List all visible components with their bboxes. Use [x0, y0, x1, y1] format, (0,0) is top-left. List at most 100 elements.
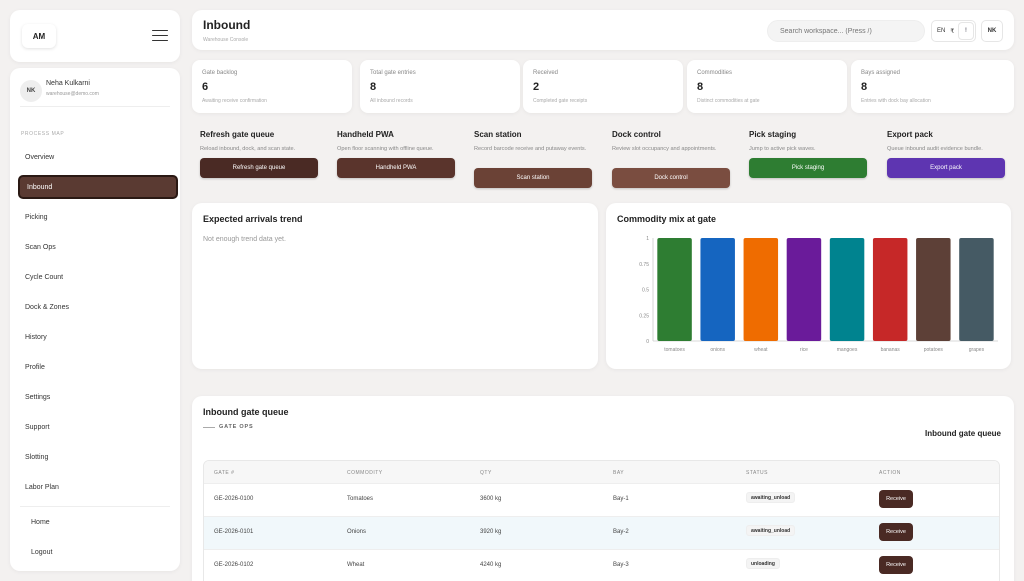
sidebar-item-scan-ops[interactable]: Scan Ops: [25, 243, 56, 251]
gate-id: GE-2026-0102: [214, 562, 254, 568]
quick-action: Scan station Record barcode receive and p…: [474, 130, 594, 163]
stat-label: Gate backlog: [202, 70, 238, 76]
action-title: Export pack: [887, 130, 933, 139]
gate-id: GE-2026-0101: [214, 529, 254, 535]
receive-button[interactable]: Receive: [879, 523, 913, 541]
user-profile[interactable]: NK Neha Kulkarni warehouse@demo.com: [20, 76, 170, 110]
column-header[interactable]: ACTION: [879, 470, 901, 476]
stat-card: Received 2 Completed gate receipts: [523, 60, 683, 113]
bar-onions[interactable]: [700, 238, 735, 341]
action-title: Dock control: [612, 130, 661, 139]
column-header[interactable]: GATE #: [214, 470, 235, 476]
sidebar-divider: [20, 106, 170, 107]
language-currency-select[interactable]: EN ₹: [931, 20, 976, 42]
sidebar-item-dock-zones[interactable]: Dock & Zones: [25, 303, 69, 311]
stat-label: Received: [533, 70, 559, 76]
stat-label: Bays assigned: [861, 70, 901, 76]
stat-description: Distinct commodities at gate: [697, 98, 760, 104]
stat-value: 8: [697, 81, 704, 93]
pick-staging-button[interactable]: Pick staging: [749, 158, 867, 178]
y-tick-label: 0: [646, 339, 649, 345]
x-tick-label: onions: [710, 347, 725, 353]
queue-subtitle-text: GATE OPS: [219, 424, 254, 430]
language-label: EN: [937, 28, 946, 34]
inbound-queue-panel: Inbound gate queue GATE OPS Inbound gate…: [192, 396, 1014, 581]
trend-empty-message: Not enough trend data yet.: [203, 236, 286, 243]
status-badge: unloading: [746, 558, 780, 569]
stat-value: 8: [370, 81, 377, 93]
y-tick-label: 1: [646, 236, 649, 242]
table-header: GATE # COMMODITY QTY BAY STATUS ACTION: [204, 461, 999, 484]
bar-grapes[interactable]: [959, 238, 994, 341]
scan-station-button[interactable]: Scan station: [474, 168, 592, 188]
action-title: Pick staging: [749, 130, 797, 139]
stat-card: Total gate entries 8 All inbound records: [360, 60, 520, 113]
stat-card: Bays assigned 8 Entries with dock bay allo…: [851, 60, 1014, 113]
x-tick-label: wheat: [754, 347, 768, 353]
refresh-gate-queue-button[interactable]: Refresh gate queue: [200, 158, 318, 178]
action-title: Handheld PWA: [337, 130, 394, 139]
quick-action: Handheld PWA Open floor scanning with off…: [337, 130, 457, 163]
bar-potatoes[interactable]: [916, 238, 951, 341]
column-header[interactable]: STATUS: [746, 470, 768, 476]
commodity-bar-chart: 0 0.25 0.5 0.75 1 tomatoes onions wheat rice mang…: [639, 236, 998, 353]
stat-description: Awaiting receive confirmation: [202, 98, 267, 104]
sidebar-item-history[interactable]: History: [25, 333, 47, 341]
bar-rice[interactable]: [786, 238, 822, 341]
bay: Bay-3: [613, 562, 629, 568]
sidebar-item-profile[interactable]: Profile: [25, 363, 45, 371]
menu-toggle-icon[interactable]: [152, 30, 168, 41]
sidebar-item-picking[interactable]: Picking: [25, 213, 48, 221]
bar-wheat[interactable]: [743, 238, 779, 341]
sidebar-item-home[interactable]: Home: [31, 518, 50, 526]
status-badge: awaiting_unload: [746, 525, 796, 536]
action-description: Record barcode receive and putaway event…: [474, 146, 587, 152]
action-description: Jump to active pick waves.: [749, 146, 816, 152]
x-tick-label: tomatoes: [664, 347, 685, 353]
quick-action: Export pack Queue inbound audit evidence …: [887, 130, 1007, 163]
receive-button[interactable]: Receive: [879, 556, 913, 574]
column-header[interactable]: QTY: [480, 470, 492, 476]
arrivals-trend-panel: Expected arrivals trend Not enough trend…: [192, 203, 598, 369]
bay: Bay-1: [613, 496, 629, 502]
currency-icon: ₹: [950, 28, 955, 35]
action-description: Reload inbound, dock, and scan state.: [200, 146, 296, 152]
bar-tomatoes[interactable]: [657, 238, 692, 341]
sidebar-item-labor-plan[interactable]: Labor Plan: [25, 483, 59, 491]
action-description: Open floor scanning with offline queue.: [337, 146, 434, 152]
handheld-pwa-button[interactable]: Handheld PWA: [337, 158, 455, 178]
sidebar-item-inbound[interactable]: Inbound: [18, 175, 178, 199]
status-badge: awaiting_unload: [746, 492, 796, 503]
user-name: Neha Kulkarni: [46, 80, 90, 87]
queue-table: GATE # COMMODITY QTY BAY STATUS ACTION GE-202…: [203, 460, 1000, 581]
sidebar-item-support[interactable]: Support: [25, 423, 50, 431]
x-tick-label: mangoes: [837, 347, 858, 353]
commodity: Wheat: [347, 562, 365, 568]
column-header[interactable]: BAY: [613, 470, 625, 476]
dock-control-button[interactable]: Dock control: [612, 168, 730, 188]
receive-button[interactable]: Receive: [879, 490, 913, 508]
commodity: Onions: [347, 529, 367, 535]
sidebar-item-settings[interactable]: Settings: [25, 393, 51, 401]
top-header: Inbound Warehouse Console EN ₹ ! NK: [192, 10, 1014, 50]
action-description: Queue inbound audit evidence bundle.: [887, 146, 983, 152]
process-map-label: PROCESS MAP: [21, 131, 65, 137]
x-tick-label: grapes: [969, 347, 985, 353]
trend-title: Expected arrivals trend: [203, 214, 303, 224]
quantity: 3600 kg: [480, 496, 502, 502]
action-description: Review slot occupancy and appointments.: [612, 146, 717, 152]
sidebar-item-overview[interactable]: Overview: [25, 153, 55, 161]
search-input[interactable]: [767, 20, 925, 42]
sidebar-item-logout[interactable]: Logout: [31, 548, 53, 556]
export-pack-button[interactable]: Export pack: [887, 158, 1005, 178]
action-title: Scan station: [474, 130, 522, 139]
sidebar-item-cycle-count[interactable]: Cycle Count: [25, 273, 64, 281]
quick-action: Pick staging Jump to active pick waves.: [749, 130, 869, 163]
queue-subtitle: GATE OPS: [203, 424, 253, 430]
alert-button[interactable]: !: [958, 22, 974, 40]
header-avatar[interactable]: NK: [981, 20, 1003, 42]
bar-mangoes[interactable]: [829, 238, 865, 341]
bar-bananas[interactable]: [872, 238, 908, 341]
column-header[interactable]: COMMODITY: [347, 470, 383, 476]
sidebar-item-slotting[interactable]: Slotting: [25, 453, 49, 461]
